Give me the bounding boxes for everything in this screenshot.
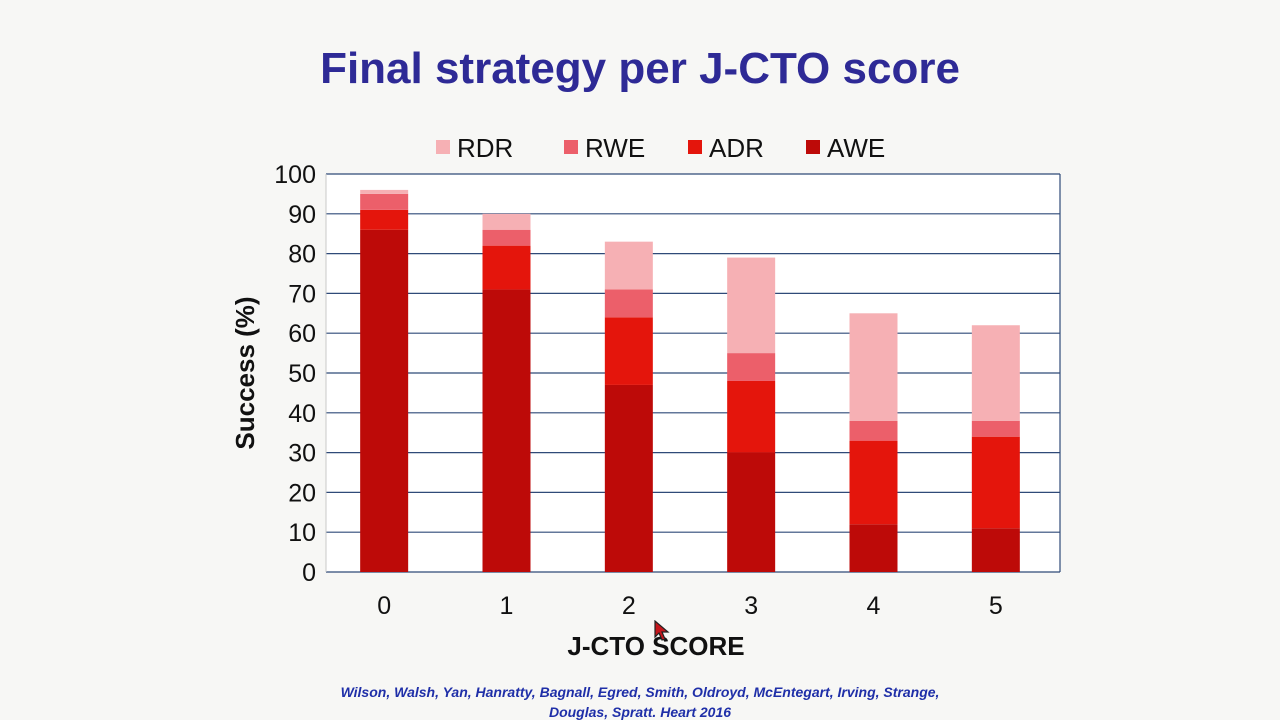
- x-tick-label: 2: [622, 592, 636, 620]
- y-tick-label: 80: [288, 241, 316, 269]
- citation-line-2: Douglas, Spratt. Heart 2016: [548, 704, 732, 720]
- bar-segment-rwe-4: [849, 420, 898, 441]
- bar-segment-rdr-5: [971, 325, 1020, 421]
- bar-segment-rdr-1: [482, 213, 531, 230]
- x-tick-label: 1: [500, 592, 514, 620]
- bar-segment-rwe-1: [482, 229, 531, 246]
- stacked-bar-chart: 0 10 20 30 40 50 60 70 80 90 100 0 1 2 3 4 5 RDR RWE ADR AW…: [230, 133, 1061, 661]
- bar-segment-adr-5: [971, 436, 1020, 529]
- legend-swatch-rdr: [436, 140, 450, 154]
- bar-segment-awe-3: [727, 452, 776, 572]
- bar-segment-rwe-3: [727, 353, 776, 381]
- y-axis-title: Success (%): [230, 296, 260, 449]
- y-tick-label: 70: [288, 280, 316, 308]
- bar-segment-rwe-0: [360, 193, 409, 210]
- bar-segment-rdr-3: [727, 257, 776, 354]
- y-tick-label: 100: [274, 161, 316, 189]
- bar-segment-awe-0: [360, 229, 409, 572]
- bar-segment-adr-4: [849, 440, 898, 525]
- bar-segment-awe-2: [604, 384, 653, 572]
- legend-label-rdr: RDR: [457, 133, 513, 163]
- bars: [360, 189, 1020, 572]
- bar-segment-adr-0: [360, 209, 409, 230]
- legend: RDR RWE ADR AWE: [436, 133, 885, 163]
- x-tick-label: 4: [867, 592, 881, 620]
- bar-segment-rdr-0: [360, 189, 409, 194]
- bar-segment-rdr-4: [849, 313, 898, 421]
- x-tick-label: 0: [377, 592, 391, 620]
- legend-swatch-adr: [688, 140, 702, 154]
- citation-line-1: Wilson, Walsh, Yan, Hanratty, Bagnall, E…: [340, 684, 940, 700]
- mouse-cursor-icon: [654, 620, 670, 641]
- y-tick-label: 40: [288, 400, 316, 428]
- y-tick-label: 30: [288, 440, 316, 468]
- y-tick-label: 60: [288, 320, 316, 348]
- legend-label-awe: AWE: [827, 133, 885, 163]
- axis-ticks: 0 10 20 30 40 50 60 70 80 90 100 0 1 2 3 4 5: [274, 161, 1003, 620]
- bar-segment-adr-2: [604, 317, 653, 385]
- bar-segment-awe-5: [971, 528, 1020, 572]
- y-tick-label: 20: [288, 479, 316, 507]
- x-tick-label: 5: [989, 592, 1003, 620]
- bar-segment-adr-3: [727, 380, 776, 453]
- bar-segment-adr-1: [482, 245, 531, 290]
- y-tick-label: 0: [302, 559, 316, 587]
- x-tick-label: 3: [744, 592, 758, 620]
- legend-label-adr: ADR: [709, 133, 764, 163]
- y-tick-label: 90: [288, 201, 316, 229]
- y-tick-label: 50: [288, 360, 316, 388]
- legend-swatch-awe: [806, 140, 820, 154]
- legend-swatch-rwe: [564, 140, 578, 154]
- y-tick-label: 10: [288, 519, 316, 547]
- bar-segment-rwe-2: [604, 289, 653, 318]
- bar-segment-rwe-5: [971, 420, 1020, 437]
- bar-segment-awe-4: [849, 524, 898, 572]
- bar-segment-rdr-2: [604, 241, 653, 290]
- slide-title: Final strategy per J-CTO score: [320, 44, 960, 93]
- legend-label-rwe: RWE: [585, 133, 645, 163]
- bar-segment-awe-1: [482, 289, 531, 572]
- citation: Wilson, Walsh, Yan, Hanratty, Bagnall, E…: [240, 682, 1040, 720]
- gridlines: [325, 173, 1061, 573]
